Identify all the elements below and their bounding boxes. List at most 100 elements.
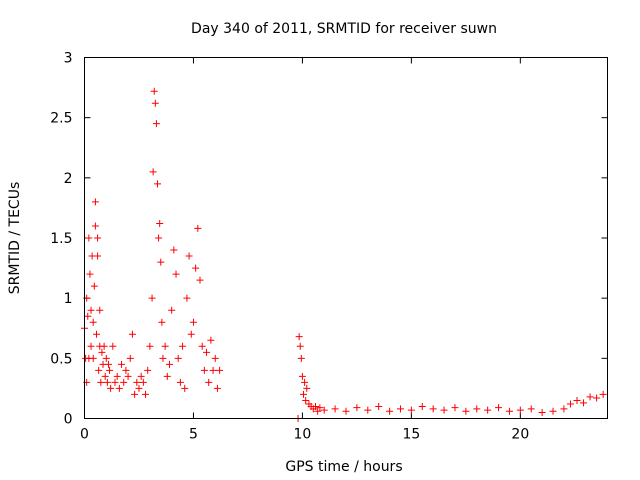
data-point	[580, 399, 588, 407]
data-point	[181, 384, 189, 392]
data-point	[118, 360, 126, 368]
data-point	[104, 360, 112, 368]
y-axis-label: SRMTID / TECUs	[7, 182, 23, 295]
x-tick-label: 5	[189, 427, 198, 443]
data-point	[168, 306, 176, 314]
data-point	[538, 408, 546, 416]
data-point	[151, 99, 159, 107]
data-point	[91, 198, 99, 206]
data-point	[90, 282, 98, 290]
data-point	[161, 342, 169, 350]
data-point	[179, 342, 187, 350]
data-point	[94, 234, 102, 242]
data-point	[396, 405, 404, 413]
data-point	[296, 342, 304, 350]
data-point	[473, 405, 481, 413]
y-tick-label: 0	[64, 412, 73, 428]
data-point	[128, 330, 136, 338]
data-point	[87, 342, 95, 350]
data-point	[176, 378, 184, 386]
data-point	[560, 405, 568, 413]
data-point	[187, 330, 195, 338]
data-point	[211, 354, 219, 362]
axis-ticks: 0 5 10 15 20 0 0.5 1 1.5 2 2.5 3	[50, 51, 608, 443]
data-point	[107, 384, 115, 392]
data-point	[174, 354, 182, 362]
data-point	[440, 406, 448, 414]
data-point	[156, 220, 164, 228]
data-point	[586, 393, 594, 401]
data-point	[96, 306, 104, 314]
data-point	[95, 366, 103, 374]
data-point	[407, 406, 415, 414]
data-point	[196, 276, 204, 284]
data-point	[157, 258, 165, 266]
data-point	[103, 378, 111, 386]
y-tick-label: 2	[64, 171, 73, 187]
data-point	[159, 354, 167, 362]
x-axis-label: GPS time / hours	[285, 459, 402, 475]
data-point	[302, 396, 310, 404]
data-point	[115, 384, 123, 392]
data-point	[297, 354, 305, 362]
data-point	[113, 372, 121, 380]
data-point	[155, 234, 163, 242]
data-point	[353, 404, 361, 412]
data-points	[81, 87, 607, 422]
data-point	[342, 407, 350, 415]
data-point	[375, 402, 383, 410]
data-point	[98, 348, 106, 356]
data-point	[207, 336, 215, 344]
data-point	[89, 318, 97, 326]
data-point	[131, 390, 139, 398]
data-point	[205, 378, 213, 386]
y-tick-label: 2.5	[50, 111, 72, 127]
data-point	[92, 330, 100, 338]
data-point	[106, 366, 114, 374]
data-point	[451, 404, 459, 412]
data-point	[158, 318, 166, 326]
data-point	[84, 312, 92, 320]
data-point	[429, 405, 437, 413]
data-point	[185, 252, 193, 260]
data-point	[101, 372, 109, 380]
data-point	[137, 372, 145, 380]
data-point	[152, 120, 160, 128]
data-point	[301, 378, 309, 386]
data-point	[364, 406, 372, 414]
data-point	[209, 366, 217, 374]
data-point	[97, 378, 105, 386]
data-point	[89, 354, 97, 362]
data-point	[484, 406, 492, 414]
x-tick-label: 10	[294, 427, 312, 443]
data-point	[122, 366, 130, 374]
data-point	[192, 264, 200, 272]
data-point	[527, 405, 535, 413]
data-point	[149, 168, 157, 176]
data-point	[183, 294, 191, 302]
data-point	[165, 360, 173, 368]
data-point	[148, 294, 156, 302]
data-point	[566, 400, 574, 408]
data-point	[85, 234, 93, 242]
data-point	[516, 406, 524, 414]
data-point	[549, 407, 557, 415]
data-point	[170, 246, 178, 254]
data-point	[124, 372, 132, 380]
data-point	[316, 404, 324, 412]
chart-title: Day 340 of 2011, SRMTID for receiver suw…	[191, 21, 497, 37]
data-point	[142, 390, 150, 398]
data-point	[386, 407, 394, 415]
data-point	[200, 366, 208, 374]
data-point	[111, 378, 119, 386]
data-point	[505, 407, 513, 415]
data-point	[91, 222, 99, 230]
data-point	[198, 342, 206, 350]
data-point	[216, 366, 224, 374]
data-point	[126, 354, 134, 362]
data-point	[311, 402, 319, 410]
data-point	[146, 342, 154, 350]
data-point	[86, 270, 94, 278]
